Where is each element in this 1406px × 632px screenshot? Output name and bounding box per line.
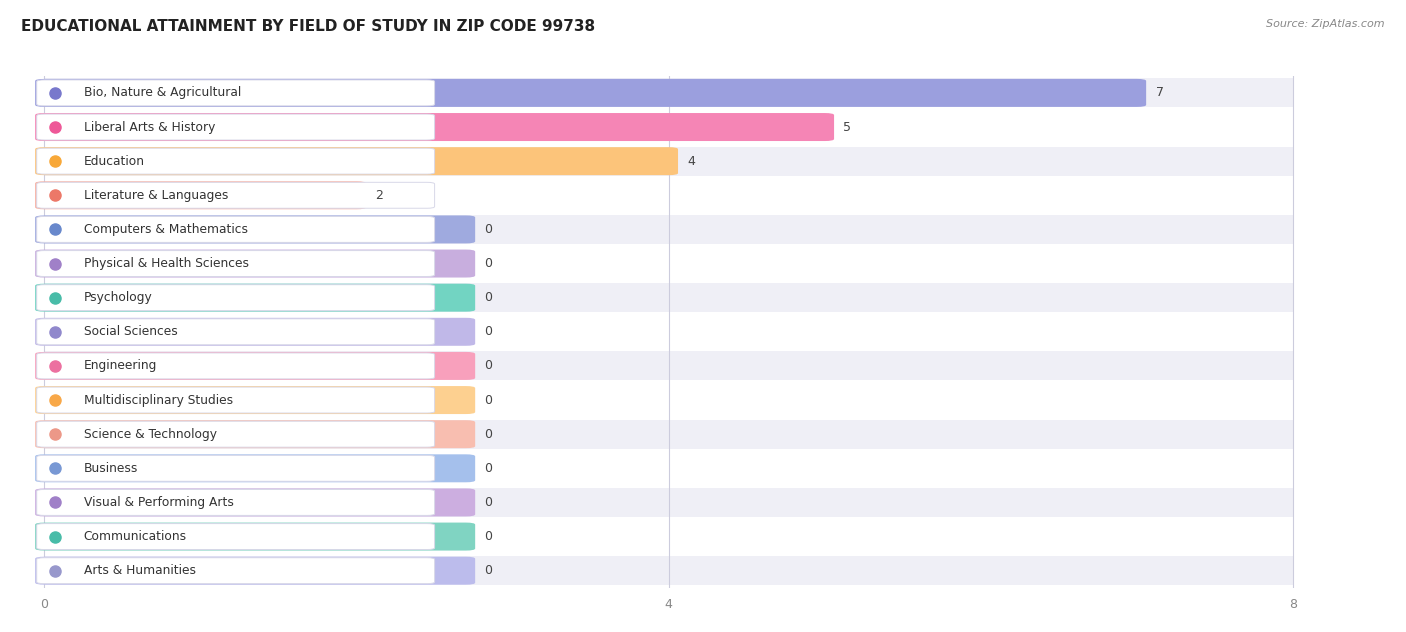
FancyBboxPatch shape bbox=[37, 421, 434, 447]
FancyBboxPatch shape bbox=[35, 454, 475, 482]
FancyBboxPatch shape bbox=[35, 489, 475, 516]
FancyBboxPatch shape bbox=[45, 215, 1294, 244]
FancyBboxPatch shape bbox=[45, 147, 1294, 176]
Text: 0: 0 bbox=[485, 564, 492, 577]
Text: 7: 7 bbox=[1156, 87, 1164, 99]
Text: 0: 0 bbox=[485, 428, 492, 441]
FancyBboxPatch shape bbox=[35, 216, 475, 243]
Text: 0: 0 bbox=[485, 291, 492, 304]
FancyBboxPatch shape bbox=[37, 489, 434, 516]
Text: 2: 2 bbox=[375, 189, 384, 202]
FancyBboxPatch shape bbox=[35, 557, 475, 585]
FancyBboxPatch shape bbox=[45, 522, 1294, 551]
FancyBboxPatch shape bbox=[37, 114, 434, 140]
FancyBboxPatch shape bbox=[45, 488, 1294, 517]
FancyBboxPatch shape bbox=[45, 78, 1294, 107]
FancyBboxPatch shape bbox=[35, 147, 678, 175]
Text: Multidisciplinary Studies: Multidisciplinary Studies bbox=[83, 394, 232, 406]
Text: Education: Education bbox=[83, 155, 145, 167]
FancyBboxPatch shape bbox=[37, 148, 434, 174]
Text: Psychology: Psychology bbox=[83, 291, 152, 304]
FancyBboxPatch shape bbox=[35, 113, 834, 141]
FancyBboxPatch shape bbox=[45, 283, 1294, 312]
Text: 0: 0 bbox=[485, 257, 492, 270]
Text: Business: Business bbox=[83, 462, 138, 475]
FancyBboxPatch shape bbox=[45, 181, 1294, 210]
FancyBboxPatch shape bbox=[37, 353, 434, 379]
FancyBboxPatch shape bbox=[37, 387, 434, 413]
FancyBboxPatch shape bbox=[37, 523, 434, 550]
FancyBboxPatch shape bbox=[45, 112, 1294, 142]
FancyBboxPatch shape bbox=[35, 420, 475, 448]
Text: Arts & Humanities: Arts & Humanities bbox=[83, 564, 195, 577]
Text: Source: ZipAtlas.com: Source: ZipAtlas.com bbox=[1267, 19, 1385, 29]
Text: Liberal Arts & History: Liberal Arts & History bbox=[83, 121, 215, 133]
FancyBboxPatch shape bbox=[35, 523, 475, 550]
FancyBboxPatch shape bbox=[35, 284, 475, 312]
Text: 0: 0 bbox=[485, 462, 492, 475]
FancyBboxPatch shape bbox=[35, 181, 366, 209]
FancyBboxPatch shape bbox=[45, 420, 1294, 449]
Text: Engineering: Engineering bbox=[83, 360, 157, 372]
Text: 0: 0 bbox=[485, 360, 492, 372]
Text: Physical & Health Sciences: Physical & Health Sciences bbox=[83, 257, 249, 270]
Text: Computers & Mathematics: Computers & Mathematics bbox=[83, 223, 247, 236]
FancyBboxPatch shape bbox=[45, 351, 1294, 380]
Text: 0: 0 bbox=[485, 530, 492, 543]
FancyBboxPatch shape bbox=[35, 352, 475, 380]
FancyBboxPatch shape bbox=[37, 250, 434, 277]
Text: Visual & Performing Arts: Visual & Performing Arts bbox=[83, 496, 233, 509]
FancyBboxPatch shape bbox=[37, 216, 434, 243]
FancyBboxPatch shape bbox=[35, 79, 1146, 107]
FancyBboxPatch shape bbox=[37, 182, 434, 209]
Text: Social Sciences: Social Sciences bbox=[83, 325, 177, 338]
Text: 0: 0 bbox=[485, 394, 492, 406]
Text: Bio, Nature & Agricultural: Bio, Nature & Agricultural bbox=[83, 87, 240, 99]
FancyBboxPatch shape bbox=[45, 386, 1294, 415]
Text: 5: 5 bbox=[844, 121, 852, 133]
Text: EDUCATIONAL ATTAINMENT BY FIELD OF STUDY IN ZIP CODE 99738: EDUCATIONAL ATTAINMENT BY FIELD OF STUDY… bbox=[21, 19, 595, 34]
FancyBboxPatch shape bbox=[45, 249, 1294, 278]
Text: 0: 0 bbox=[485, 325, 492, 338]
FancyBboxPatch shape bbox=[37, 80, 434, 106]
FancyBboxPatch shape bbox=[37, 455, 434, 482]
FancyBboxPatch shape bbox=[35, 386, 475, 414]
FancyBboxPatch shape bbox=[45, 556, 1294, 585]
Text: Science & Technology: Science & Technology bbox=[83, 428, 217, 441]
Text: Literature & Languages: Literature & Languages bbox=[83, 189, 228, 202]
FancyBboxPatch shape bbox=[45, 317, 1294, 346]
FancyBboxPatch shape bbox=[37, 319, 434, 345]
FancyBboxPatch shape bbox=[37, 284, 434, 311]
Text: 0: 0 bbox=[485, 223, 492, 236]
Text: 4: 4 bbox=[688, 155, 695, 167]
FancyBboxPatch shape bbox=[35, 250, 475, 277]
Text: 0: 0 bbox=[485, 496, 492, 509]
FancyBboxPatch shape bbox=[35, 318, 475, 346]
FancyBboxPatch shape bbox=[37, 557, 434, 584]
FancyBboxPatch shape bbox=[45, 454, 1294, 483]
Text: Communications: Communications bbox=[83, 530, 187, 543]
